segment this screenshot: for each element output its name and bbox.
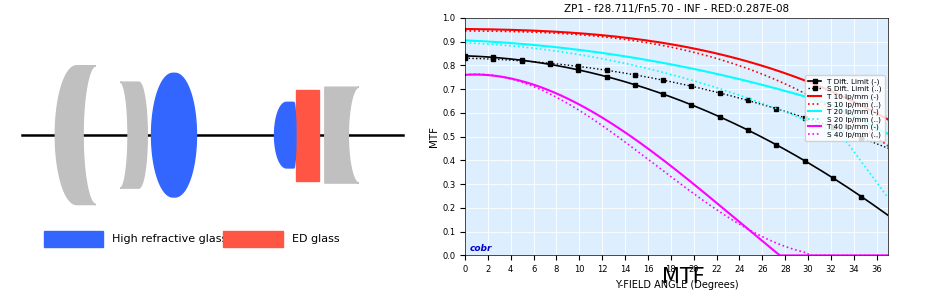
S 10 lp/mm (..) [459,29,471,33]
S 20 lp/mm (..) [461,41,472,45]
S 20 lp/mm (..) [710,86,721,89]
S Dift. Limit (..) [710,90,721,94]
T 10 lp/mm (-) [710,51,721,55]
S 10 lp/mm (..) [711,57,723,60]
S Dift. Limit (..) [459,56,471,60]
Line: T Dift. Limit (-): T Dift. Limit (-) [463,54,890,217]
S 40 lp/mm (..) [883,254,894,257]
T 40 lp/mm (-) [883,254,894,257]
Bar [223,231,283,247]
T Dift. Limit (-) [459,54,471,58]
T 20 lp/mm (-) [718,74,729,77]
T Dift. Limit (-) [816,169,827,173]
T 10 lp/mm (-) [816,86,827,89]
T 20 lp/mm (-) [816,99,827,103]
S Dift. Limit (..) [461,56,472,60]
S 40 lp/mm (..) [471,72,482,76]
Legend: T Dift. Limit (-), S Dift. Limit (..), T 10 lp/mm (-), S 10 lp/mm (..), T 20 lp/: T Dift. Limit (-), S Dift. Limit (..), T… [805,75,884,141]
T Dift. Limit (-) [843,186,854,190]
Text: MTF: MTF [662,267,705,287]
Text: ED glass: ED glass [292,234,339,244]
T Dift. Limit (-) [883,214,894,217]
T 10 lp/mm (-) [883,118,894,121]
T 40 lp/mm (-) [819,254,830,257]
Polygon shape [120,82,147,188]
S 20 lp/mm (..) [711,86,723,90]
S 20 lp/mm (..) [843,143,854,146]
S 10 lp/mm (..) [461,29,472,33]
Text: High refractive glass: High refractive glass [112,234,227,244]
T 20 lp/mm (-) [459,39,471,42]
T 40 lp/mm (-) [775,254,786,257]
Line: T 20 lp/mm (-): T 20 lp/mm (-) [465,40,888,134]
S 20 lp/mm (..) [883,196,894,200]
Line: S 10 lp/mm (..): S 10 lp/mm (..) [465,31,888,146]
S 40 lp/mm (..) [712,209,724,213]
Text: cobr: cobr [470,244,492,253]
S 40 lp/mm (..) [845,254,857,257]
S Dift. Limit (..) [883,146,894,150]
Line: T 10 lp/mm (-): T 10 lp/mm (-) [465,29,888,120]
T Dift. Limit (-) [710,113,721,117]
Line: S 20 lp/mm (..): S 20 lp/mm (..) [465,43,888,198]
S Dift. Limit (..) [711,91,723,94]
Line: S 40 lp/mm (..): S 40 lp/mm (..) [465,74,888,255]
Title: ZP1 - f28.711/Fn5.70 - INF - RED:0.287E-08: ZP1 - f28.711/Fn5.70 - INF - RED:0.287E-… [564,4,790,14]
T 10 lp/mm (-) [459,27,471,31]
Polygon shape [296,90,319,181]
S 10 lp/mm (..) [718,59,729,62]
S Dift. Limit (..) [816,121,827,125]
T 20 lp/mm (-) [883,132,894,136]
T 10 lp/mm (-) [711,52,723,55]
S 40 lp/mm (..) [461,73,472,77]
Polygon shape [55,66,96,205]
S 20 lp/mm (..) [718,88,729,92]
T 40 lp/mm (-) [845,254,857,257]
S Dift. Limit (..) [718,92,729,96]
T 10 lp/mm (-) [843,97,854,101]
S Dift. Limit (..) [843,131,854,135]
T 10 lp/mm (-) [718,53,729,57]
S 10 lp/mm (..) [883,144,894,148]
Y-axis label: MTF: MTF [430,126,439,147]
S 40 lp/mm (..) [804,254,815,257]
Polygon shape [325,87,359,183]
T 40 lp/mm (-) [461,73,472,77]
S 40 lp/mm (..) [711,208,723,212]
T 40 lp/mm (-) [459,73,471,77]
Bar [44,231,103,247]
S 20 lp/mm (..) [816,125,827,129]
T 20 lp/mm (-) [711,72,723,76]
S 10 lp/mm (..) [710,56,721,60]
S 10 lp/mm (..) [816,100,827,104]
T 20 lp/mm (-) [710,72,721,75]
Line: S Dift. Limit (..): S Dift. Limit (..) [463,56,890,150]
T 10 lp/mm (-) [461,27,472,31]
T Dift. Limit (-) [711,114,723,117]
X-axis label: Y-FIELD ANGLE (Degrees): Y-FIELD ANGLE (Degrees) [615,280,738,290]
Polygon shape [152,73,196,197]
Polygon shape [274,102,296,168]
Line: T 40 lp/mm (-): T 40 lp/mm (-) [465,75,888,255]
T 20 lp/mm (-) [843,112,854,115]
T Dift. Limit (-) [461,54,472,58]
T 40 lp/mm (-) [712,203,724,206]
T 40 lp/mm (-) [711,201,723,205]
S 20 lp/mm (..) [459,41,471,45]
S 40 lp/mm (..) [819,254,830,257]
S 40 lp/mm (..) [720,214,731,217]
T 40 lp/mm (-) [470,73,481,76]
T 20 lp/mm (-) [461,39,472,42]
S 10 lp/mm (..) [843,116,854,120]
T 40 lp/mm (-) [720,208,731,212]
T Dift. Limit (-) [718,117,729,121]
S 40 lp/mm (..) [459,73,471,77]
